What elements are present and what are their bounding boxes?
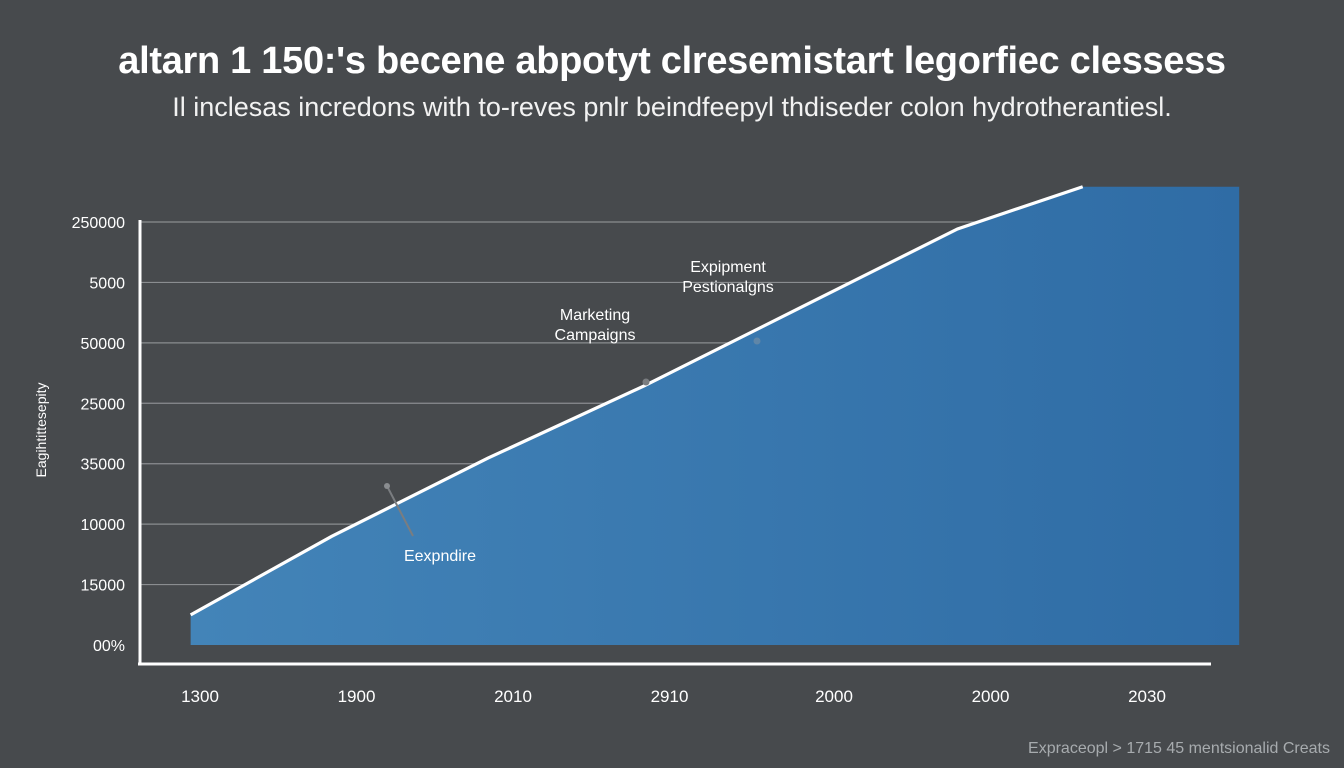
annotation-marker (753, 337, 761, 345)
x-tick-label: 2000 (972, 687, 1010, 706)
x-tick-label: 2010 (494, 687, 532, 706)
annotation-marker (642, 378, 650, 386)
x-tick-label: 1300 (181, 687, 219, 706)
y-tick-label: 10000 (81, 517, 126, 534)
area-fill (190, 186, 1240, 645)
annotation-marker (384, 483, 390, 489)
annotation-leader (386, 485, 414, 537)
y-tick-label: 5000 (89, 275, 125, 292)
y-tick-labels: 250000 5000 50000 25000 35000 10000 15000 00% (72, 215, 125, 655)
y-tick-label: 250000 (72, 215, 125, 232)
series-line (189, 185, 1084, 617)
chart-title: altarn 1 150:'s becene abpotyt clresemis… (118, 40, 1226, 82)
x-tick-labels: 1300 1900 2010 2910 2000 2000 2030 (181, 687, 1166, 706)
y-tick-label: 35000 (81, 457, 126, 474)
annotation-marketing: Marketing Campaigns (555, 307, 636, 344)
y-tick-label: 25000 (81, 396, 126, 413)
x-tick-label: 2030 (1128, 687, 1166, 706)
x-tick-label: 2910 (651, 687, 689, 706)
x-tick-label: 1900 (338, 687, 376, 706)
chart-subtitle: Il inclesas incredons with to-reves pnlr… (172, 92, 1172, 122)
x-tick-label: 2000 (815, 687, 853, 706)
annotation-equipment: Expipment Pestionalgns (682, 259, 774, 296)
y-tick-label: 15000 (81, 578, 126, 595)
footer-note: Expraceopl > 1715 45 mentsionalid Creats (1028, 740, 1330, 757)
y-tick-label: 50000 (81, 336, 126, 353)
annotation-expenditure: Eexpndire (404, 548, 476, 565)
annotations: Eexpndire Marketing Campaigns Expipment Pest… (384, 259, 774, 565)
y-tick-label: 00% (93, 638, 125, 655)
y-axis-label: Eagihtittesepity (33, 383, 49, 478)
